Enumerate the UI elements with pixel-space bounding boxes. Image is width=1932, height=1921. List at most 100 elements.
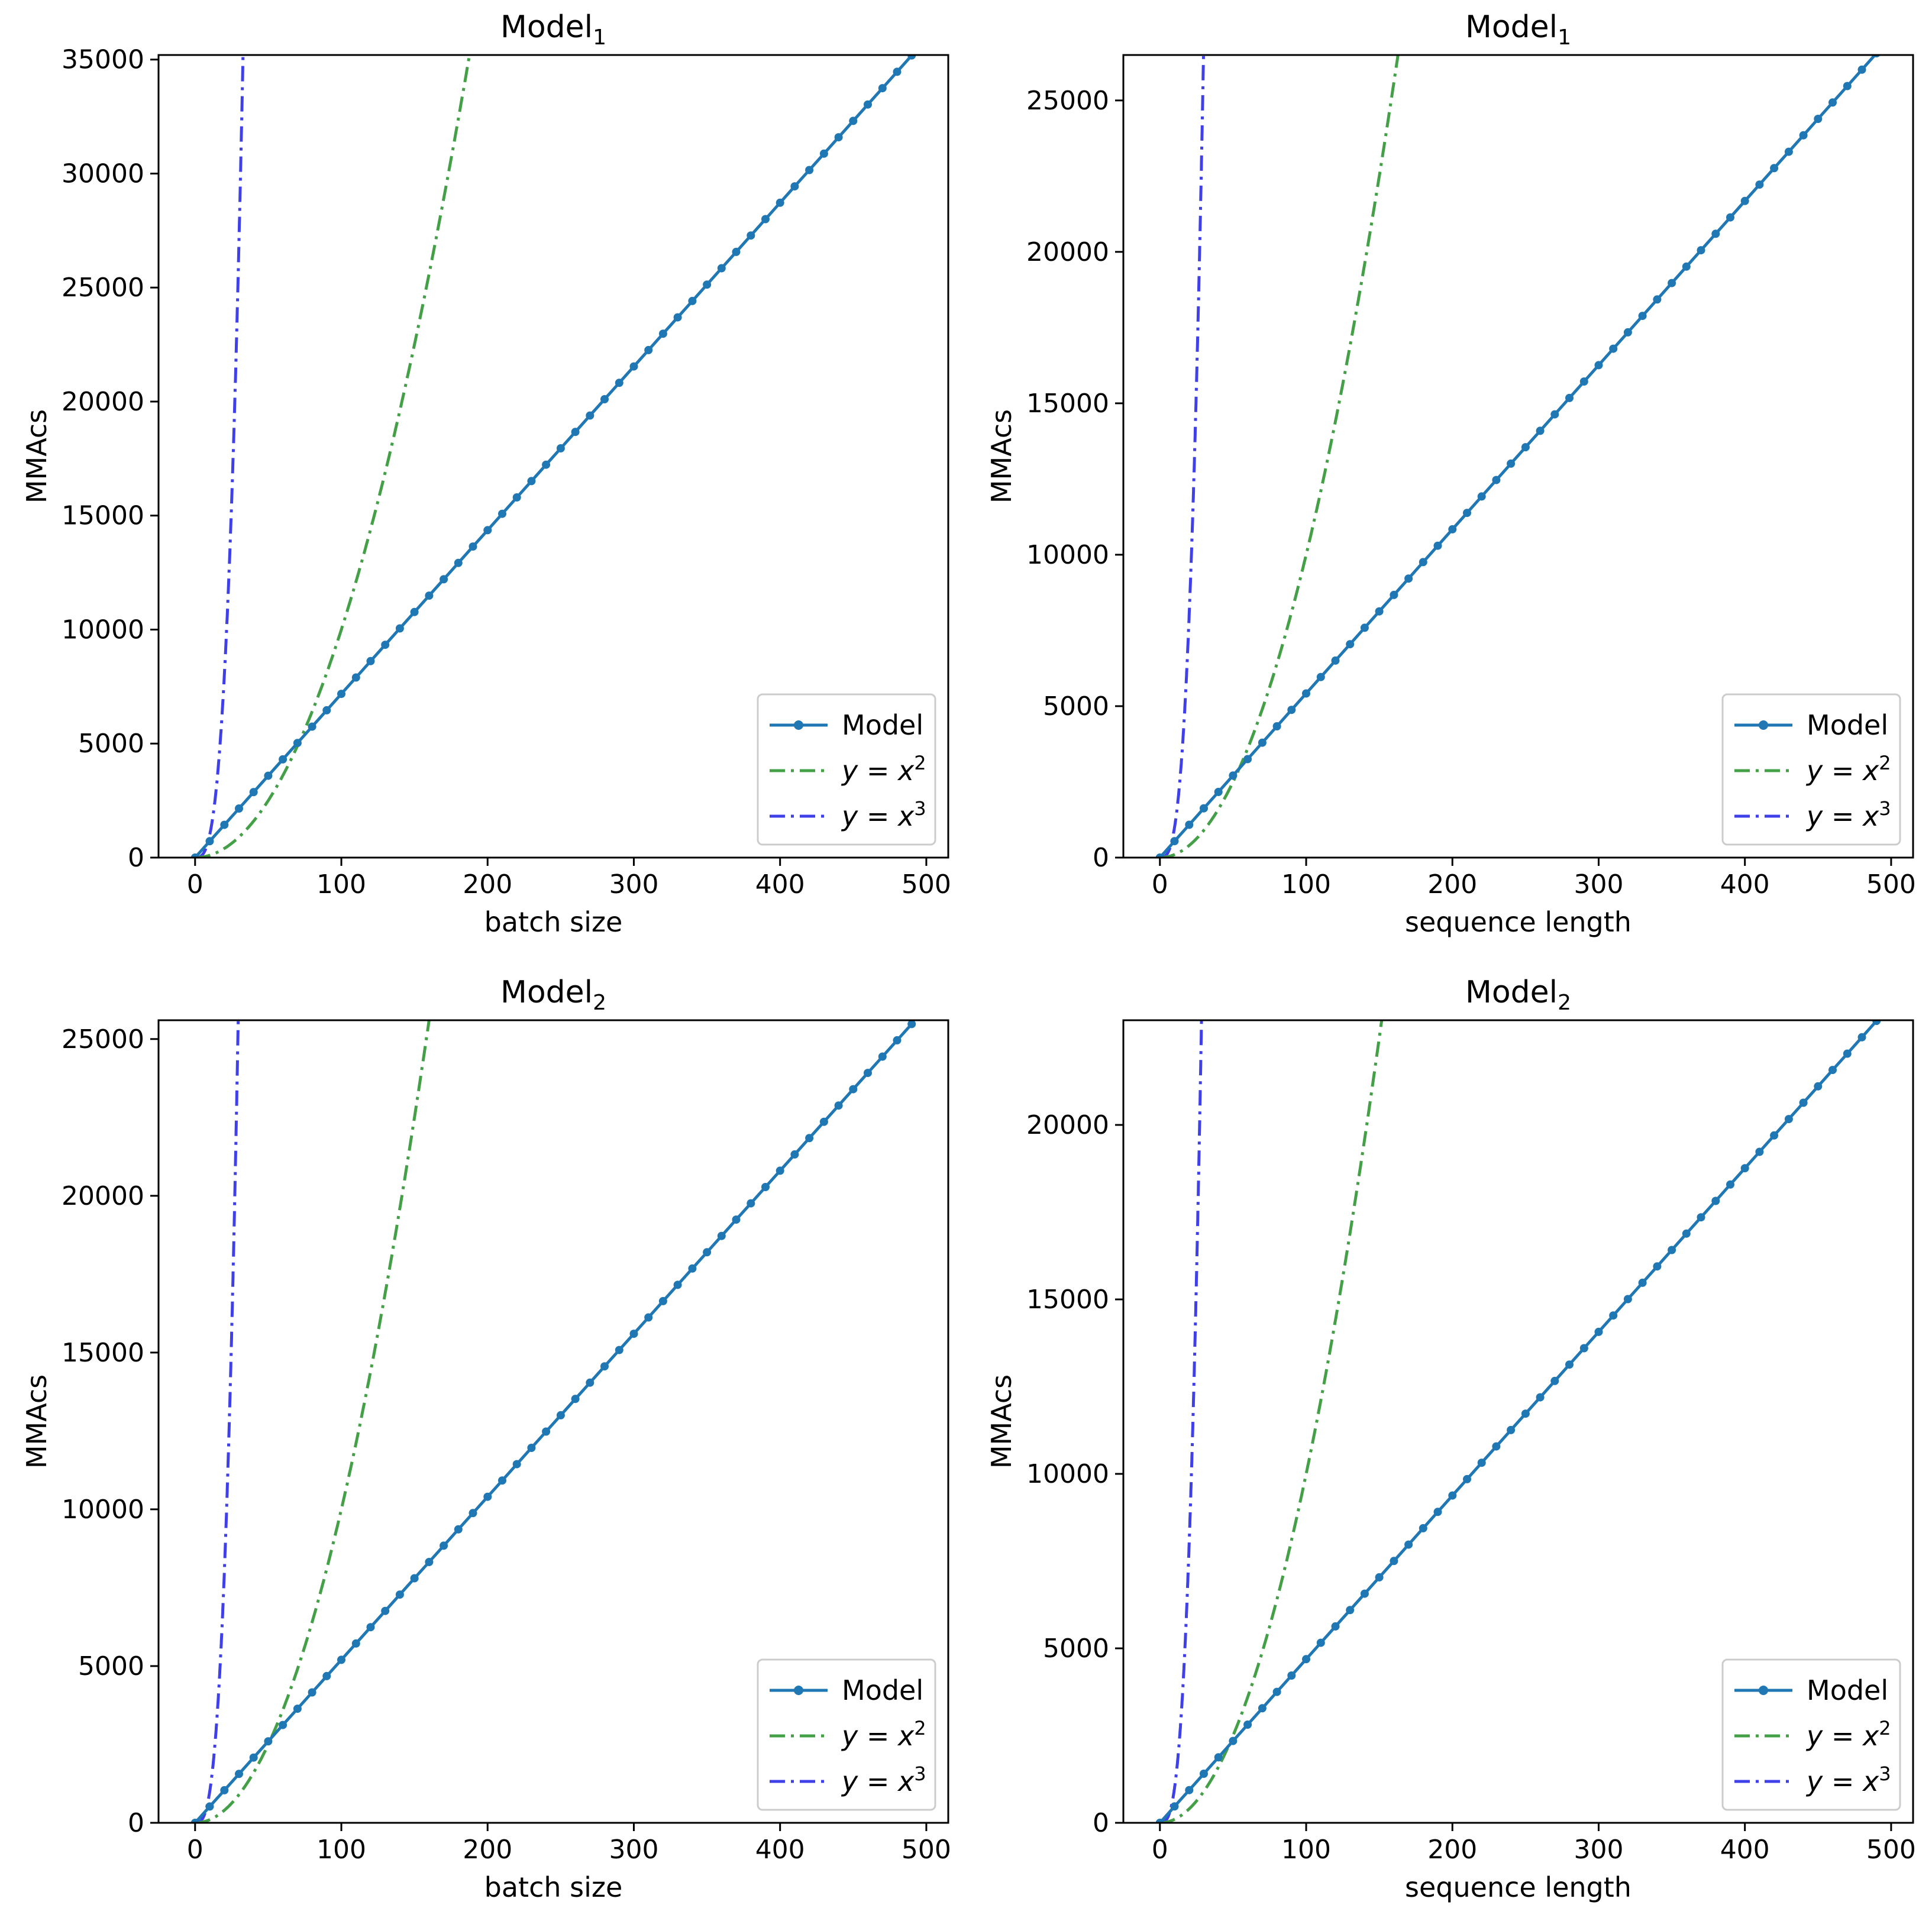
model-data-point — [1872, 55, 1881, 57]
model-data-point — [1287, 706, 1296, 714]
model-data-point — [469, 1509, 477, 1518]
x-tick-label: 500 — [1866, 1835, 1916, 1865]
model-data-point — [1565, 1360, 1574, 1369]
x-tick-label: 400 — [755, 1835, 805, 1865]
x-tick-label: 200 — [1427, 1835, 1477, 1865]
model-data-point — [703, 1248, 712, 1257]
model-data-point — [235, 804, 243, 813]
model-data-point — [644, 345, 653, 354]
x-tick-label: 0 — [187, 869, 203, 900]
y-tick-label: 20000 — [62, 1181, 144, 1211]
y-tick-label: 10000 — [1026, 540, 1109, 570]
x-tick-label: 100 — [316, 1835, 366, 1865]
panel-title: Model1 — [1465, 9, 1571, 50]
model-data-point — [658, 1296, 667, 1305]
model-data-point — [1272, 1687, 1281, 1696]
model-data-point — [1536, 426, 1545, 435]
model-data-point — [1697, 1213, 1705, 1222]
model-data-point — [1770, 164, 1779, 173]
model-data-point — [673, 313, 682, 322]
model-data-point — [190, 853, 199, 858]
model-data-point — [1243, 1721, 1252, 1729]
x-tick-label: 100 — [1281, 1835, 1331, 1865]
model-data-point — [235, 1770, 243, 1778]
model-data-point — [878, 84, 887, 93]
model-data-point — [469, 542, 477, 551]
model-data-point — [1448, 525, 1457, 533]
legend-label-exponent: 3 — [914, 1762, 926, 1785]
model-data-point — [527, 477, 536, 486]
model-data-point — [1843, 1049, 1852, 1058]
model-data-point — [454, 558, 463, 567]
model-data-point — [1200, 1770, 1208, 1778]
model-data-point — [1828, 1066, 1837, 1075]
model-data-point — [1799, 1098, 1808, 1107]
model-data-point — [293, 739, 302, 748]
chart-panel: 0 100 200 300 400 500050001000015000200002500… — [21, 9, 951, 938]
y-tick-label: 0 — [128, 843, 144, 873]
model-data-point — [1346, 640, 1355, 649]
legend-label-square: y = x2 — [1805, 1717, 1891, 1752]
model-data-point — [805, 1134, 814, 1143]
model-data-point — [1638, 1278, 1647, 1287]
square-reference-line — [195, 55, 471, 858]
model-data-point — [819, 1117, 828, 1126]
x-tick-label: 300 — [609, 869, 658, 900]
panel-title: Model2 — [500, 975, 606, 1015]
model-data-point — [819, 149, 828, 158]
model-data-point — [190, 1819, 199, 1823]
model-data-point — [1200, 804, 1208, 813]
model-data-point — [1170, 1802, 1179, 1811]
model-data-point — [366, 1623, 375, 1632]
panel-title-subscript: 1 — [593, 25, 606, 50]
model-data-point — [1492, 1442, 1501, 1451]
model-data-point — [1755, 1147, 1764, 1156]
x-axis-label: batch size — [484, 1871, 623, 1903]
model-data-point — [1550, 410, 1559, 419]
model-data-point — [629, 1330, 638, 1338]
model-data-point — [629, 362, 638, 371]
model-data-point — [600, 1362, 609, 1371]
model-data-point — [542, 460, 551, 469]
panel-title-text: Model — [1465, 9, 1558, 45]
model-data-point — [1653, 1262, 1662, 1271]
model-data-point — [279, 1721, 287, 1729]
model-data-point — [1331, 1622, 1340, 1631]
chart-panel: 0 100 200 300 400 50005000100001500020000sequ… — [986, 975, 1916, 1903]
model-data-point — [1287, 1671, 1296, 1680]
legend-label-model: Model — [1807, 1674, 1888, 1706]
model-data-point — [615, 379, 623, 387]
x-tick-label: 0 — [1152, 1835, 1168, 1865]
model-data-point — [732, 1215, 741, 1224]
y-tick-label: 5000 — [78, 729, 144, 759]
model-data-point — [1521, 443, 1530, 452]
model-data-point — [1872, 1020, 1881, 1026]
model-data-point — [1668, 1246, 1676, 1254]
model-data-point — [351, 673, 360, 682]
square-reference-line — [1159, 55, 1400, 858]
model-data-point — [1565, 393, 1574, 402]
model-data-point — [1638, 312, 1647, 321]
model-data-point — [1711, 1196, 1720, 1205]
y-tick-label: 20000 — [1026, 237, 1109, 267]
model-data-point — [1507, 459, 1516, 468]
model-data-point — [322, 1671, 331, 1680]
model-data-point — [1799, 131, 1808, 140]
axes-frame — [1122, 54, 1914, 859]
model-data-point — [1214, 788, 1223, 796]
model-data-point — [849, 1085, 858, 1094]
x-tick-label: 300 — [1574, 1835, 1623, 1865]
x-axis-label: sequence length — [1405, 1871, 1631, 1903]
model-data-point — [1229, 1736, 1238, 1745]
model-data-point — [907, 55, 916, 60]
model-data-point — [1784, 1115, 1793, 1124]
model-data-point — [1682, 262, 1691, 271]
model-data-point — [279, 755, 287, 764]
legend-label-exponent: 2 — [914, 752, 926, 774]
model-data-point — [1170, 837, 1179, 846]
model-data-point — [864, 100, 872, 109]
legend-label-base: y = x — [1805, 1720, 1879, 1752]
x-tick-label: 500 — [902, 869, 951, 900]
